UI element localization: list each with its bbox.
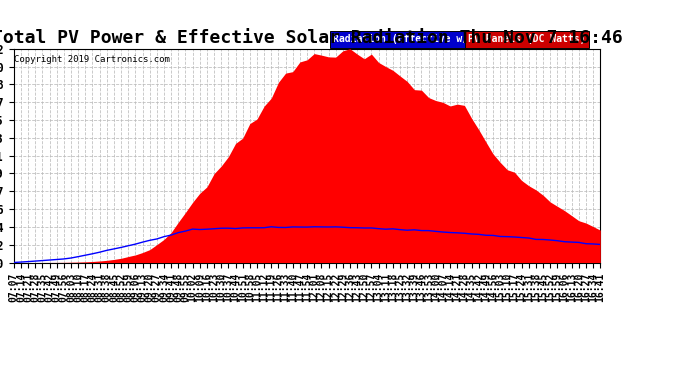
Title: Total PV Power & Effective Solar Radiation Thu Nov 7 16:46: Total PV Power & Effective Solar Radiati…: [0, 29, 622, 47]
Text: PV Panels (DC Watts): PV Panels (DC Watts): [469, 34, 586, 44]
Text: Radiation (Effective w/m2): Radiation (Effective w/m2): [333, 34, 486, 44]
Text: Copyright 2019 Cartronics.com: Copyright 2019 Cartronics.com: [14, 55, 170, 64]
